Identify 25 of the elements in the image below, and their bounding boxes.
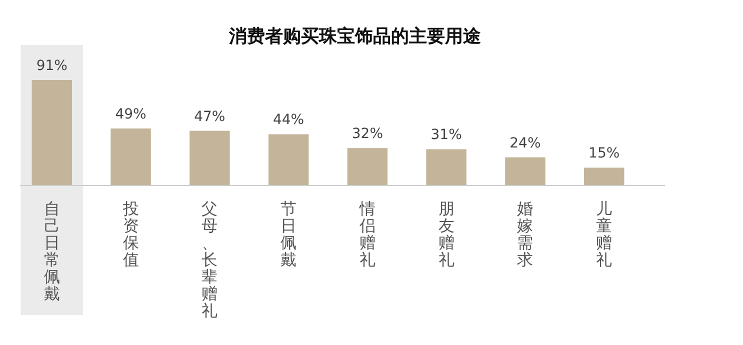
bar (268, 134, 309, 185)
x-tick-label: 节日佩戴 (280, 199, 297, 269)
bar (32, 80, 72, 185)
bar (505, 157, 546, 185)
x-tick-label: 朋友赠礼 (438, 199, 454, 269)
data-label: 24% (510, 135, 541, 152)
x-tick-label: 婚嫁需求 (517, 199, 534, 269)
data-label: 31% (430, 127, 462, 144)
data-label: 44% (272, 112, 304, 128)
data-label: 15% (588, 146, 620, 162)
x-tick-label: 情侣赠礼 (358, 199, 376, 269)
x-tick-label: 投资保值 (122, 199, 139, 269)
x-tick-label: 父母、长辈赠礼 (202, 199, 218, 320)
bar (190, 130, 230, 185)
data-label: 91% (36, 58, 68, 74)
bar (426, 149, 466, 185)
bar (347, 148, 388, 185)
data-label: 47% (194, 108, 226, 125)
bar (584, 168, 624, 185)
x-tick-label: 自己日常佩戴 (44, 199, 60, 303)
chart-title: 消费者购买珠宝饰品的主要用途 (228, 26, 481, 47)
bar (110, 128, 151, 185)
x-tick-label: 儿童赠礼 (596, 199, 612, 269)
data-label: 32% (352, 126, 384, 142)
data-label: 49% (115, 106, 146, 122)
